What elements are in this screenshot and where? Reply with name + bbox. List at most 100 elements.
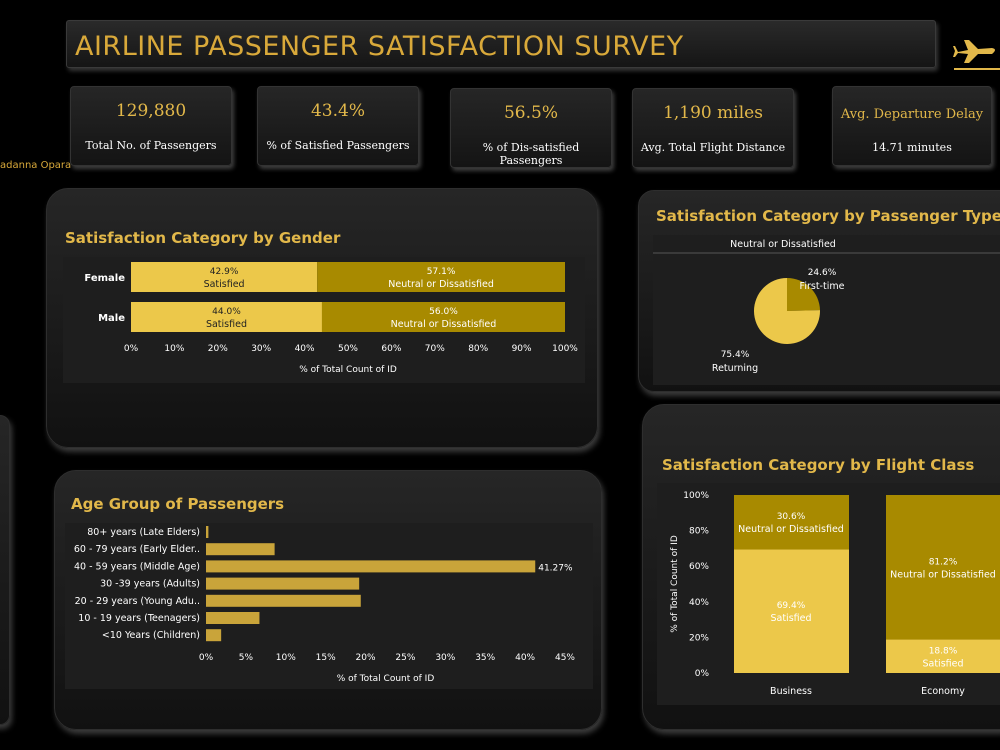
age-x-tick: 35% (475, 653, 495, 663)
class-y-tick: 0% (695, 669, 710, 679)
gender-x-axis-label: % of Total Count of ID (299, 365, 397, 375)
page-title: AIRLINE PASSENGER SATISFACTION SURVEY (75, 31, 684, 62)
passenger-type-chart-title: Satisfaction Category by Passenger Type (656, 207, 1000, 225)
gender-x-tick: 40% (295, 344, 315, 354)
class-y-tick: 100% (683, 491, 709, 501)
pie-data-label: 24.6% (808, 268, 837, 278)
class-y-axis-label: % of Total Count of ID (670, 535, 680, 633)
passenger-type-panel: Satisfaction Category by Passenger Type … (638, 190, 1000, 392)
age-category-label: 60 - 79 years (Early Elder.. (74, 544, 200, 555)
kpi-label: Avg. Total Flight Distance (640, 141, 786, 154)
class-y-tick: 20% (689, 633, 709, 643)
pie-subtitle: Neutral or Dissatisfied (730, 239, 836, 250)
age-category-label: 40 - 59 years (Middle Age) (74, 561, 200, 572)
age-x-tick: 45% (555, 653, 575, 663)
passenger-type-chart: Neutral or Dissatisfied 24.6% First-time 75… (653, 239, 1000, 374)
gender-chart: Female 42.9% Satisfied 57.1% Neutral or Diss… (84, 262, 578, 375)
kpi-dissatisfied: 56.5% % of Dis-satisfied Passengers (450, 88, 612, 168)
age-x-tick: 0% (199, 653, 214, 663)
age-x-axis-label: % of Total Count of ID (337, 674, 435, 684)
kpi-value: 56.5% (503, 103, 558, 123)
gender-x-tick: 80% (468, 344, 488, 354)
gender-x-tick: 0% (124, 344, 139, 354)
age-group-panel: Age Group of Passengers 80+ years (Late … (54, 470, 602, 730)
class-y-tick: 80% (689, 527, 709, 537)
kpi-value: 1,190 miles (663, 103, 763, 123)
gender-data-label: 56.0% (429, 307, 458, 317)
gender-series-label: Satisfied (204, 279, 245, 290)
age-bar (206, 577, 360, 590)
kpi-value: 43.4% (310, 101, 365, 121)
class-category-label: Business (770, 686, 812, 697)
kpi-satisfied: 43.4% % of Satisfied Passengers (257, 86, 419, 166)
age-x-tick: 20% (356, 653, 376, 663)
gender-category-label: Male (98, 313, 125, 324)
age-x-tick: 25% (395, 653, 415, 663)
class-bar-segment (734, 549, 849, 673)
pie-slice (754, 278, 820, 344)
gender-x-tick: 70% (425, 344, 445, 354)
gender-panel: Satisfaction Category by Gender Female 42… (46, 188, 598, 448)
partial-panel (0, 415, 10, 725)
kpi-value: 129,880 (115, 101, 187, 121)
class-series-label: Satisfied (922, 658, 963, 669)
gender-x-tick: 60% (381, 344, 401, 354)
class-series-label: Neutral or Dissatisfied (738, 524, 844, 535)
age-category-label: 30 -39 years (Adults) (100, 579, 200, 590)
kpi-label: % of Dis-satisfied Passengers (482, 141, 580, 167)
gender-series-label: Neutral or Dissatisfied (391, 319, 497, 330)
gender-data-label: 57.1% (427, 267, 456, 277)
gender-data-label: 42.9% (210, 267, 239, 277)
age-x-tick: 10% (276, 653, 296, 663)
kpi-label: Total No. of Passengers (85, 139, 217, 152)
age-category-label: 20 - 29 years (Young Adu.. (75, 596, 200, 607)
gender-x-tick: 100% (552, 344, 578, 354)
class-data-label: 69.4% (777, 601, 806, 611)
kpi-flight-distance: 1,190 miles Avg. Total Flight Distance (632, 88, 794, 168)
class-category-label: Economy (921, 686, 965, 697)
gender-bar-segment (131, 302, 322, 332)
class-data-label: 18.8% (929, 646, 958, 656)
gender-data-label: 44.0% (212, 307, 241, 317)
pie-slice-name: First-time (800, 281, 845, 292)
pie-slice-name: Returning (712, 363, 758, 374)
airplane-icon (953, 40, 1000, 70)
gender-bar-segment (321, 302, 565, 332)
kpi-total-passengers: 129,880 Total No. of Passengers (70, 86, 232, 166)
age-chart: 80+ years (Late Elders) 60 - 79 years (Ea… (74, 526, 575, 684)
pie-data-label: 75.4% (721, 350, 750, 360)
passenger-type-chart-area: Neutral or Dissatisfied 24.6% First-time 75… (653, 235, 1000, 385)
gender-series-label: Neutral or Dissatisfied (388, 279, 494, 290)
age-x-tick: 15% (316, 653, 336, 663)
age-data-label: 41.27% (538, 563, 573, 573)
age-x-tick: 5% (239, 653, 254, 663)
age-chart-title: Age Group of Passengers (71, 495, 285, 513)
age-category-label: <10 Years (Children) (102, 630, 200, 641)
gender-x-tick: 10% (164, 344, 184, 354)
flight-class-panel: Satisfaction Category by Flight Class % … (642, 404, 1000, 730)
flight-class-chart-title: Satisfaction Category by Flight Class (662, 456, 975, 474)
gender-bar-segment (317, 262, 565, 292)
age-x-tick: 30% (435, 653, 455, 663)
age-bar (206, 629, 222, 642)
gender-x-tick: 30% (251, 344, 271, 354)
class-series-label: Satisfied (770, 613, 811, 624)
gender-series-label: Satisfied (206, 319, 247, 330)
gender-category-label: Female (84, 273, 125, 284)
class-data-label: 30.6% (777, 512, 806, 522)
age-bar (206, 560, 536, 573)
age-x-tick: 40% (515, 653, 535, 663)
gender-x-tick: 20% (208, 344, 228, 354)
kpi-label: 14.71 minutes (872, 141, 952, 154)
pie-slice (787, 278, 820, 311)
gender-bar-segment (131, 262, 318, 292)
gender-x-tick: 50% (338, 344, 358, 354)
kpi-departure-delay: Avg. Departure Delay 14.71 minutes (832, 86, 992, 166)
gender-x-tick: 90% (512, 344, 532, 354)
class-data-label: 81.2% (929, 557, 958, 567)
class-bar-segment (734, 495, 849, 550)
title-bar: AIRLINE PASSENGER SATISFACTION SURVEY (66, 20, 936, 68)
age-bar (206, 526, 209, 538)
age-chart-area: 80+ years (Late Elders) 60 - 79 years (Ea… (65, 523, 593, 689)
age-category-label: 80+ years (Late Elders) (87, 527, 200, 538)
